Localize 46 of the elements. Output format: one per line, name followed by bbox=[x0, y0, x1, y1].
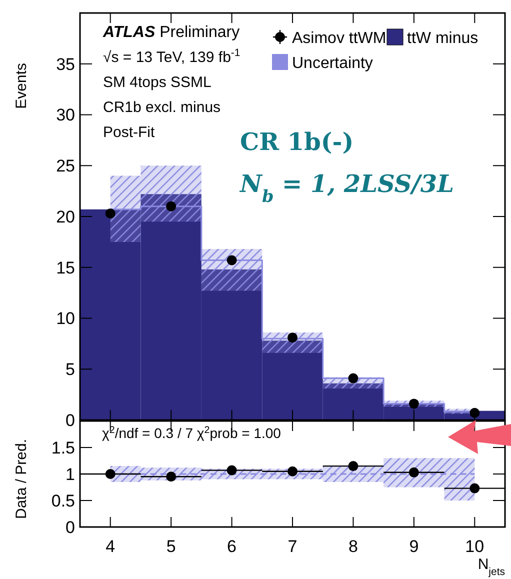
y-tick-label: 5 bbox=[66, 360, 75, 380]
x-axis-title: N$_{jets}$ bbox=[478, 556, 505, 578]
point bbox=[408, 398, 419, 409]
y-axis-title: Events bbox=[13, 63, 30, 109]
y-tick-label: 20 bbox=[56, 207, 75, 226]
y-tick-label: 35 bbox=[56, 54, 75, 74]
point bbox=[408, 467, 419, 478]
point bbox=[226, 255, 237, 266]
y-tick-label: 25 bbox=[56, 156, 75, 176]
point bbox=[288, 332, 298, 343]
y-tick-label: 10 bbox=[56, 309, 75, 328]
annotation: CR1b excl. minus bbox=[103, 99, 221, 116]
y-tick-label: 1 bbox=[66, 464, 75, 484]
y-tick-label: 0 bbox=[66, 410, 75, 430]
y-tick-label: 0.5 bbox=[51, 491, 75, 510]
y-axis-title: Data / Pred. bbox=[13, 438, 30, 520]
point bbox=[226, 465, 237, 476]
point bbox=[288, 466, 298, 476]
x-tick-label: 9 bbox=[409, 537, 419, 556]
annotation: N$_{b}$ = 1, 2LSS/3L bbox=[239, 169, 454, 206]
x-tick-label: 5 bbox=[166, 537, 176, 556]
annotation: √s = 13 TeV, 139 fb$^{-1}$ bbox=[103, 47, 240, 66]
legend-label: Uncertainty bbox=[292, 55, 373, 72]
annotation: SM 4tops SSML bbox=[103, 74, 212, 91]
annotation: CR 1b(-) bbox=[240, 127, 354, 156]
annotation: ATLAS Preliminary bbox=[102, 24, 240, 41]
point bbox=[348, 461, 358, 472]
annotation: χ$^{2}$/ndf = 0.3 / 7 χ$^{2}$prob = 1.00 bbox=[102, 424, 282, 441]
x-tick-label: 4 bbox=[106, 537, 116, 556]
point bbox=[105, 208, 116, 218]
x-tick-label: 10 bbox=[465, 537, 484, 556]
legend-label: ttW minus bbox=[407, 30, 478, 47]
point bbox=[166, 201, 176, 212]
y-tick-label: 0 bbox=[66, 518, 75, 537]
x-tick-label: 8 bbox=[348, 537, 358, 556]
point bbox=[470, 483, 480, 494]
y-tick-label: 1.5 bbox=[51, 438, 75, 458]
point bbox=[105, 469, 116, 479]
point bbox=[166, 472, 176, 482]
legend-label: Asimov ttWM bbox=[292, 30, 386, 47]
x-tick-label: 6 bbox=[227, 537, 237, 556]
y-tick-label: 30 bbox=[56, 106, 75, 125]
y-tick-label: 15 bbox=[56, 258, 75, 278]
annotation: Post-Fit bbox=[103, 124, 156, 141]
point bbox=[348, 373, 358, 384]
x-tick-label: 7 bbox=[288, 537, 298, 556]
